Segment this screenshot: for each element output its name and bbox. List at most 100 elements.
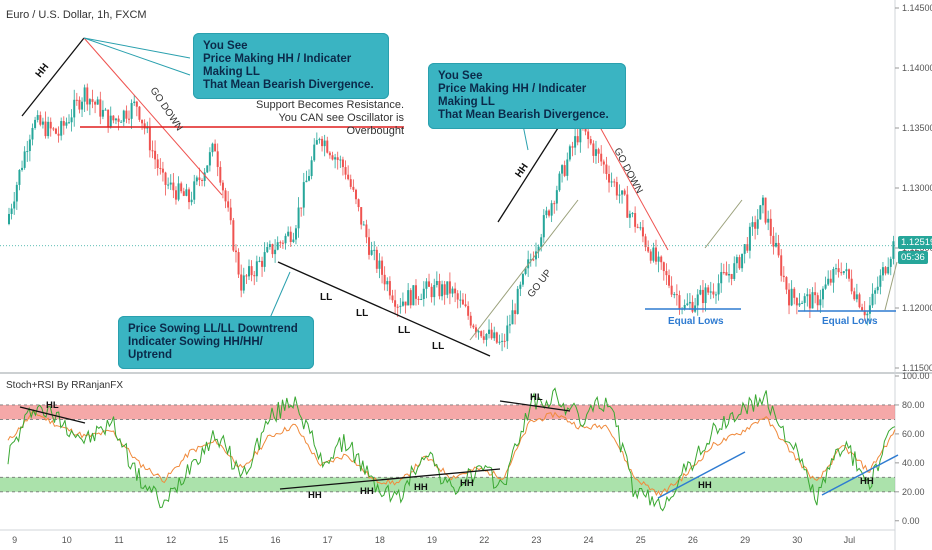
candle-body — [156, 159, 159, 169]
candle-body — [203, 172, 206, 181]
candle-body — [401, 301, 404, 306]
time-tick-label: 26 — [688, 535, 698, 545]
osc-tick-label: 60.00 — [902, 429, 925, 439]
hh-label: HH — [860, 476, 874, 487]
candle-body — [404, 301, 407, 306]
candle-body — [519, 284, 522, 289]
candle-body — [78, 99, 81, 110]
candle-body — [579, 119, 582, 143]
candle-body — [832, 268, 835, 283]
candle-body — [274, 249, 277, 255]
candle-body — [88, 99, 91, 105]
candle-body — [308, 176, 311, 181]
candle-body — [443, 284, 446, 295]
candle-body — [866, 313, 869, 316]
candle-body — [602, 161, 605, 165]
candle-body — [874, 290, 877, 294]
candle-body — [774, 242, 777, 247]
hh-trendline-left — [21, 37, 85, 117]
time-tick-label: 17 — [323, 535, 333, 545]
candle-body — [678, 295, 681, 310]
candle-body — [428, 281, 431, 287]
candle-body — [806, 294, 809, 297]
candle-body — [759, 205, 762, 220]
candle-body — [790, 288, 793, 306]
candle-body — [876, 286, 879, 291]
hh-label: HH — [414, 482, 428, 493]
candle-body — [287, 231, 290, 236]
time-tick-label: 24 — [584, 535, 594, 545]
candle-body — [712, 291, 715, 295]
candle-body — [292, 239, 295, 242]
candle-body — [592, 143, 595, 156]
hh-trendline-osc-blue-2 — [821, 454, 899, 496]
candle-body — [459, 299, 462, 301]
candle-body — [334, 157, 337, 160]
up-arrow-small — [704, 199, 743, 249]
candle-body — [83, 87, 86, 102]
candle-body — [788, 289, 791, 306]
candle-body — [722, 272, 725, 274]
candle-body — [409, 290, 412, 306]
candle-body — [167, 184, 170, 186]
candle-body — [315, 140, 318, 145]
candle-body — [68, 122, 71, 124]
candle-body — [122, 110, 125, 122]
candle-body — [472, 325, 475, 328]
candle-body — [394, 300, 397, 307]
candle-body — [597, 149, 600, 154]
candle-body — [349, 179, 352, 187]
candle-body — [221, 182, 224, 191]
go-down-arrow-left — [83, 37, 223, 196]
candle-body — [561, 165, 564, 174]
candle-body — [482, 336, 485, 340]
candle-body — [201, 179, 204, 181]
chart-title: Euro / U.S. Dollar, 1h, FXCM — [6, 9, 147, 21]
candle-body — [430, 286, 433, 298]
candle-body — [660, 256, 663, 263]
candle-body — [814, 292, 817, 296]
candle-body — [488, 329, 491, 334]
candle-body — [761, 197, 764, 206]
candle-body — [396, 306, 399, 308]
candle-body — [326, 140, 329, 153]
candle-body — [495, 332, 498, 343]
candle-body — [198, 177, 201, 180]
candle-body — [261, 260, 264, 267]
candle-body — [741, 253, 744, 269]
candle-body — [73, 99, 76, 118]
candle-body — [36, 115, 39, 120]
candle-body — [837, 268, 840, 273]
candle-body — [75, 99, 78, 101]
candle-body — [232, 220, 235, 251]
candle-body — [237, 252, 240, 275]
candle-body — [26, 151, 29, 153]
candle-body — [871, 293, 874, 306]
candle-body — [696, 294, 699, 306]
candle-body — [540, 237, 543, 247]
candle-body — [180, 183, 183, 192]
candle-body — [675, 294, 678, 296]
candle-body — [177, 183, 180, 200]
callout-pointer-bottom — [269, 271, 291, 319]
price-tick-label: 1.14000 — [902, 63, 932, 73]
candle-body — [341, 159, 344, 168]
time-tick-label: 29 — [740, 535, 750, 545]
candle-body — [62, 121, 65, 126]
candle-body — [514, 310, 517, 314]
hh-label: HH — [34, 62, 52, 80]
candle-body — [668, 275, 671, 286]
candle-body — [425, 281, 428, 289]
candle-body — [154, 150, 157, 160]
candle-body — [23, 151, 26, 168]
candle-body — [688, 301, 691, 304]
candle-body — [587, 131, 590, 140]
candle-body — [185, 189, 188, 196]
candle-body — [691, 301, 694, 312]
candle-body — [378, 260, 381, 269]
candle-body — [211, 143, 214, 153]
candle-body — [65, 122, 68, 126]
candle-body — [594, 149, 597, 156]
candle-body — [649, 251, 652, 261]
candle-body — [608, 173, 611, 183]
